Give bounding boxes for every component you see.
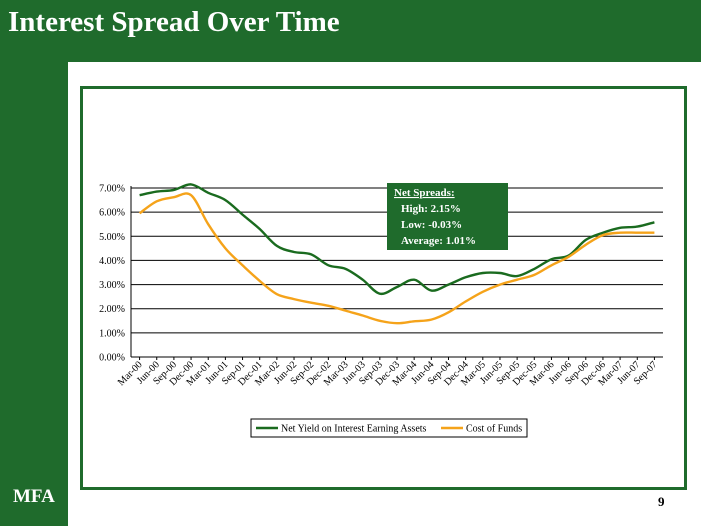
company-logo: MFA	[13, 486, 55, 507]
y-tick-label: 7.00%	[99, 184, 125, 195]
legend-cost-of-funds-label: Cost of Funds	[466, 424, 522, 435]
y-tick-label: 1.00%	[99, 328, 125, 339]
annotation-box	[387, 183, 508, 250]
legend-box	[250, 418, 528, 438]
series-cost-of-funds-line	[138, 192, 655, 325]
y-tick-label: 4.00%	[99, 256, 125, 267]
annotation-line: High: 2.15%	[401, 203, 461, 215]
annotation-title: Net Spreads:	[394, 187, 455, 199]
y-tick-label: 2.00%	[99, 304, 125, 315]
header-band	[0, 0, 701, 62]
left-band	[0, 62, 68, 526]
page-number: 9	[658, 494, 665, 509]
annotation-line: Average: 1.01%	[401, 235, 476, 247]
y-tick-label: 0.00%	[99, 353, 125, 364]
annotation-line: Low: -0.03%	[401, 219, 462, 231]
y-tick-label: 3.00%	[99, 280, 125, 291]
y-tick-label: 6.00%	[99, 208, 125, 219]
legend-net-yield-label: Net Yield on Interest Earning Assets	[281, 424, 427, 435]
y-tick-label: 5.00%	[99, 232, 125, 243]
slide-title: Interest Spread Over Time	[8, 6, 340, 38]
